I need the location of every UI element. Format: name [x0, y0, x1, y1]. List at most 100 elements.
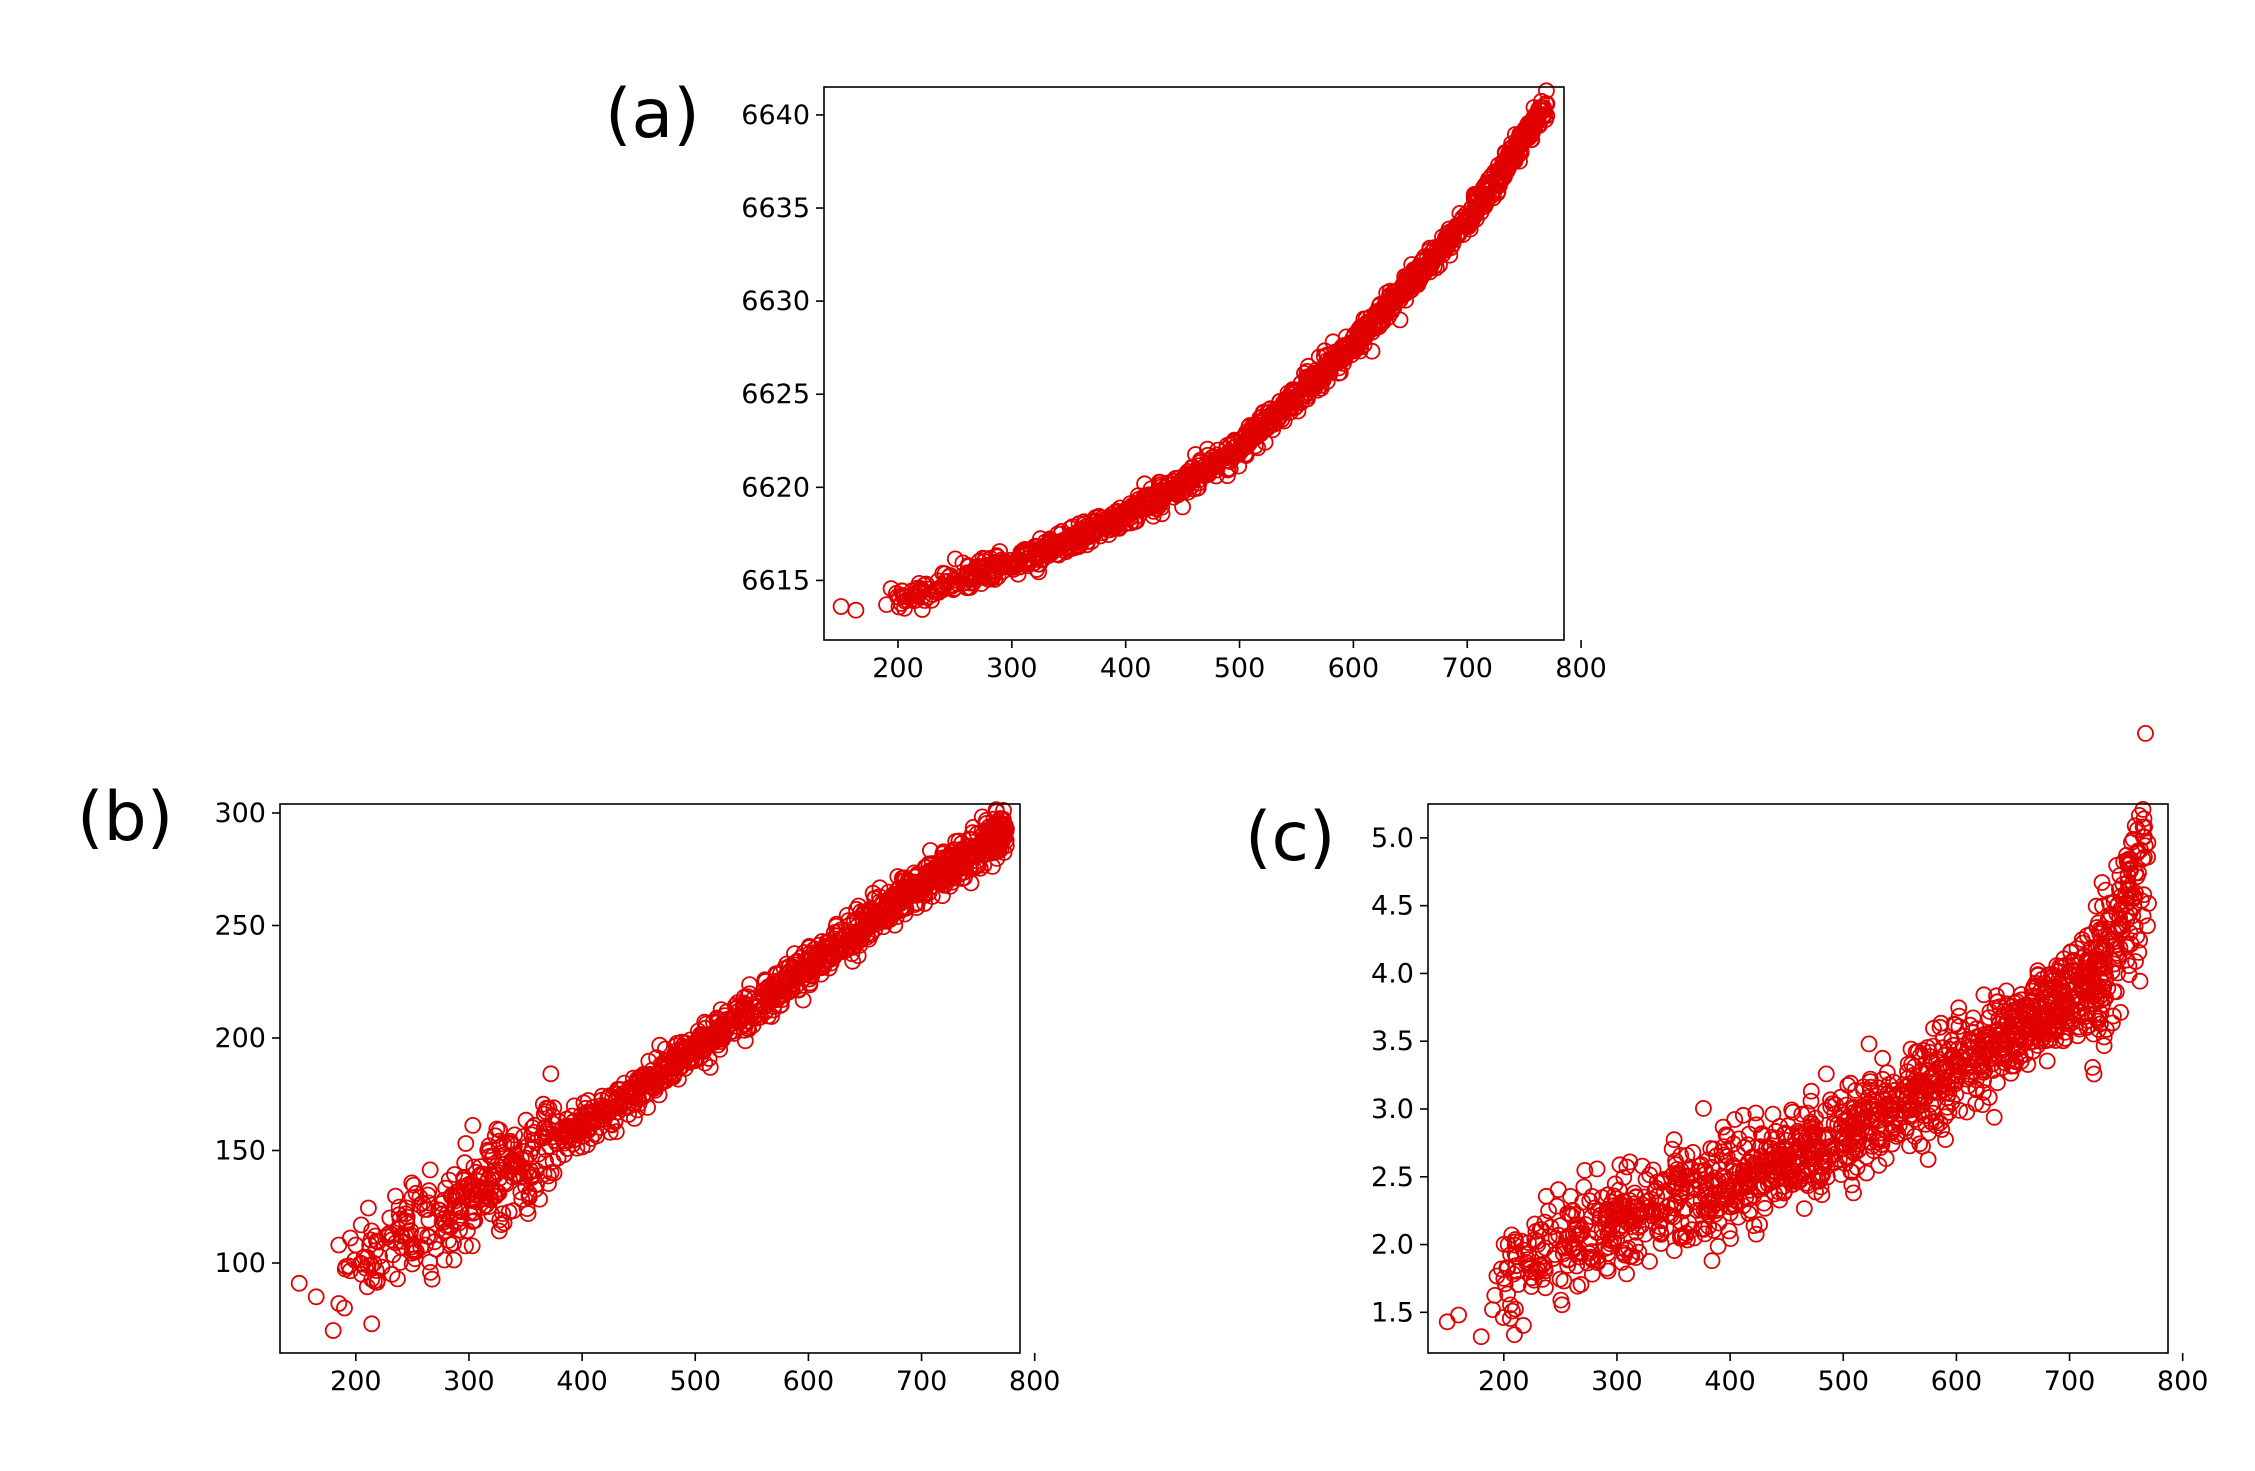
data-point — [908, 886, 926, 903]
data-point — [878, 596, 895, 613]
data-point — [2095, 1037, 2113, 1055]
data-point — [863, 916, 881, 933]
x-tick-label: 300 — [1591, 1366, 1643, 1397]
x-tick-label: 400 — [1704, 1366, 1756, 1397]
data-point — [1984, 1062, 2002, 1079]
data-point — [2085, 1025, 2102, 1043]
data-point — [700, 1029, 718, 1047]
data-point — [484, 1147, 502, 1165]
data-point — [1472, 1328, 1490, 1346]
data-point — [958, 838, 976, 856]
data-point — [1105, 513, 1123, 531]
data-point — [962, 566, 979, 584]
data-point — [2003, 1039, 2020, 1057]
data-point — [1672, 1147, 1690, 1164]
data-point — [903, 582, 921, 600]
data-point — [1747, 1225, 1765, 1243]
data-point — [423, 1270, 441, 1288]
data-point — [1680, 1214, 1698, 1231]
data-point — [455, 1169, 473, 1187]
data-point — [1537, 1279, 1554, 1297]
y-tick-label: 6620 — [741, 472, 810, 503]
data-point — [1835, 1130, 1852, 1147]
data-point — [653, 1074, 671, 1091]
data-point — [1837, 1148, 1855, 1166]
data-point — [1506, 1236, 1524, 1254]
data-point — [2084, 1059, 2102, 1076]
data-point — [1494, 1309, 1512, 1326]
data-point — [1362, 312, 1380, 330]
x-tick-label: 500 — [669, 1366, 721, 1397]
data-point — [724, 1014, 742, 1032]
data-point — [1436, 235, 1454, 253]
data-point — [1610, 1220, 1628, 1237]
data-point — [1588, 1160, 1606, 1178]
data-point — [1186, 463, 1204, 481]
data-point — [1297, 377, 1315, 395]
data-point — [1703, 1252, 1721, 1270]
data-point — [445, 1251, 463, 1269]
data-point — [827, 933, 845, 951]
data-point — [1536, 1262, 1554, 1280]
data-point — [2108, 897, 2126, 915]
data-point — [882, 580, 900, 597]
data-point — [421, 1253, 439, 1271]
data-point — [1569, 1216, 1586, 1234]
data-point — [996, 828, 1014, 845]
data-point — [2095, 964, 2113, 982]
data-point — [1870, 1156, 1888, 1174]
data-point — [2128, 821, 2146, 839]
data-point — [1898, 1119, 1915, 1137]
data-point — [1968, 1028, 1986, 1046]
data-point — [2124, 907, 2142, 925]
y-tick-label: 250 — [214, 911, 266, 942]
data-point — [1717, 1154, 1735, 1171]
data-point — [492, 1216, 510, 1234]
y-tick-label: 4.0 — [1371, 958, 1414, 989]
x-tick-label: 300 — [443, 1366, 495, 1397]
data-point — [701, 1059, 719, 1076]
data-point — [2033, 971, 2051, 988]
data-point — [1507, 1300, 1524, 1318]
data-point — [711, 1041, 729, 1058]
panel-b-points — [290, 801, 1015, 1339]
data-point — [1711, 1200, 1728, 1217]
data-point — [1509, 1276, 1527, 1293]
data-point — [1913, 1062, 1930, 1080]
data-point — [1159, 476, 1176, 494]
data-point — [1583, 1265, 1601, 1283]
data-point — [2134, 907, 2152, 925]
data-point — [471, 1167, 489, 1184]
data-point — [1809, 1171, 1827, 1189]
panel-a-label: (a) — [605, 75, 700, 154]
data-point — [365, 1254, 383, 1272]
data-point — [1250, 419, 1268, 437]
data-point — [1745, 1217, 1763, 1235]
data-point — [1506, 1245, 1524, 1263]
data-point — [1819, 1126, 1837, 1144]
data-point — [1888, 1086, 1905, 1103]
x-tick-label: 700 — [2044, 1366, 2096, 1397]
data-point — [2131, 972, 2149, 990]
data-point — [1505, 1265, 1522, 1283]
data-point — [1572, 1276, 1590, 1293]
data-point — [1793, 1105, 1811, 1123]
data-point — [433, 1214, 451, 1231]
data-point — [402, 1222, 420, 1240]
data-point — [1174, 498, 1191, 516]
data-point — [1950, 999, 1968, 1017]
data-point — [495, 1214, 513, 1232]
x-tick-label: 400 — [556, 1366, 608, 1397]
data-point — [938, 871, 956, 889]
data-point — [1641, 1253, 1658, 1270]
data-point — [545, 1099, 563, 1117]
x-tick-label: 500 — [1817, 1366, 1869, 1397]
data-point — [1771, 1191, 1788, 1209]
data-point — [1575, 1178, 1593, 1196]
data-point — [1276, 401, 1293, 419]
data-point — [871, 879, 889, 897]
data-point — [1988, 987, 2005, 1005]
data-point — [1318, 373, 1336, 391]
data-point — [1755, 1194, 1773, 1212]
data-point — [421, 1228, 439, 1246]
